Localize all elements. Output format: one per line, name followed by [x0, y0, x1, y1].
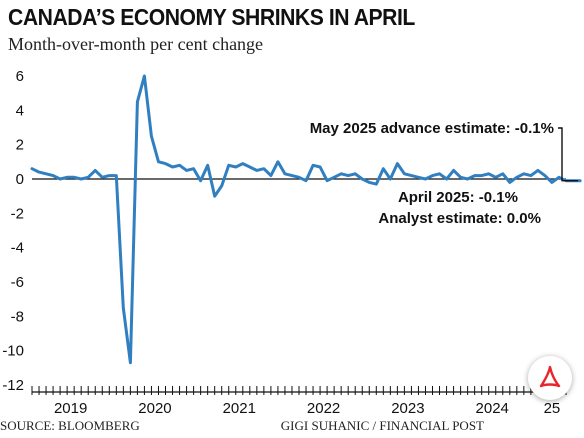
annotation-april: April 2025: -0.1% — [398, 189, 518, 206]
y-tick-label: -8 — [11, 308, 24, 325]
y-tick-label: -12 — [2, 377, 24, 394]
x-year-label: 2021 — [223, 400, 256, 417]
x-year-label: 2022 — [307, 400, 340, 417]
series-line — [30, 74, 582, 365]
y-tick-label: 0 — [16, 171, 24, 188]
y-tick-label: 6 — [16, 68, 24, 85]
annotation-bracket — [558, 127, 579, 182]
y-tick-label: -2 — [11, 205, 24, 222]
annotation-may-advance: May 2025 advance estimate: -0.1% — [310, 120, 554, 137]
x-year-label: 2024 — [476, 400, 509, 417]
x-year-label: 25 — [544, 400, 561, 417]
y-tick-label: -10 — [2, 343, 24, 360]
y-tick-label: 2 — [16, 137, 24, 154]
annotation-analyst: Analyst estimate: 0.0% — [378, 210, 541, 227]
y-tick-label: -6 — [11, 274, 24, 291]
source-note: SOURCE: BLOOMBERG — [0, 418, 140, 433]
chart-subtitle: Month-over-month per cent change — [8, 34, 264, 54]
credit-note: GIGI SUHANIC / FINANCIAL POST — [280, 418, 484, 433]
pdf-icon — [539, 365, 561, 388]
x-year-label: 2019 — [54, 400, 87, 417]
x-year-label: 2020 — [138, 400, 171, 417]
y-tick-label: 4 — [16, 102, 24, 119]
pdf-badge[interactable] — [528, 356, 572, 400]
chart-title: CANADA’S ECONOMY SHRINKS IN APRIL — [8, 4, 415, 30]
x-year-label: 2023 — [391, 400, 424, 417]
y-tick-label: -4 — [11, 240, 24, 257]
